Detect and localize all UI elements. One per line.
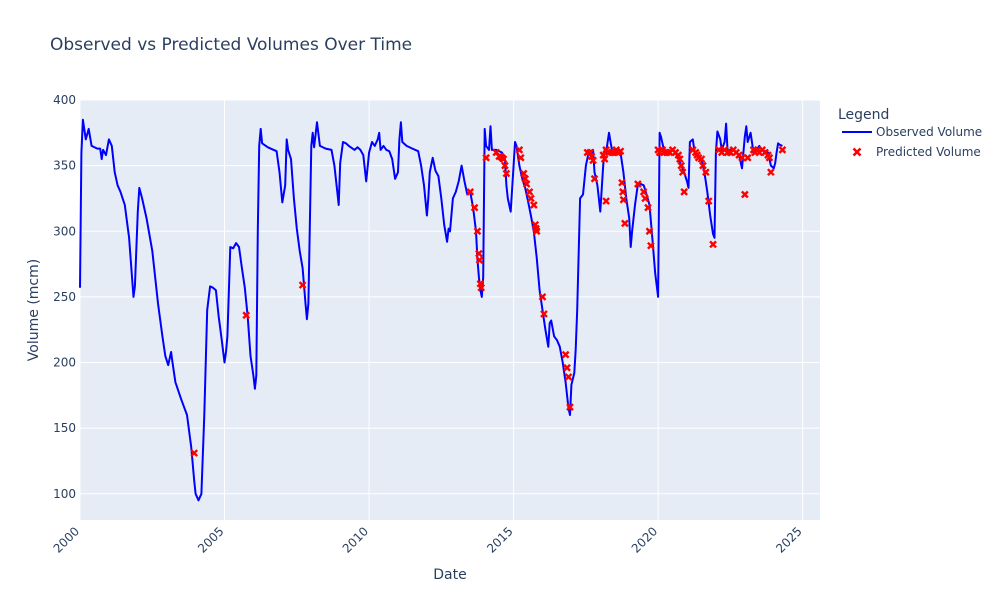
predicted-volume-point xyxy=(765,153,774,162)
y-axis-ticks: 100 150 200 250 300 350 400 xyxy=(53,93,76,501)
predicted-volume-point xyxy=(515,146,524,154)
y-tick-label: 150 xyxy=(53,421,76,435)
predicted-volume-point xyxy=(618,178,626,187)
predicted-volume-point xyxy=(482,153,490,162)
predicted-volume-point xyxy=(644,203,652,212)
predicted-volume-point xyxy=(634,180,642,188)
predicted-volume-point xyxy=(699,161,707,170)
legend-predicted-label[interactable]: Predicted Volume xyxy=(876,145,981,159)
x-axis-title: Date xyxy=(433,567,466,583)
chart-title: Observed vs Predicted Volumes Over Time xyxy=(50,35,412,55)
predicted-volume-point xyxy=(501,161,509,170)
predicted-volume-point xyxy=(616,147,625,156)
gridlines xyxy=(79,99,820,520)
predicted-volume-point xyxy=(190,449,199,457)
series-layer xyxy=(79,118,787,502)
predicted-volume-point xyxy=(499,155,508,163)
predicted-volume-point xyxy=(561,350,570,359)
predicted-volume-point xyxy=(516,153,525,162)
predicted-volume-point xyxy=(538,293,547,301)
x-tick-label: 2005 xyxy=(195,524,226,555)
predicted-volume-point xyxy=(677,161,686,170)
predicted-volume-point xyxy=(697,155,706,163)
predicted-volume-point xyxy=(527,194,535,203)
predicted-volume-point xyxy=(645,227,654,236)
predicted-volume-point xyxy=(600,155,609,163)
predicted-volume-point xyxy=(519,169,528,178)
y-tick-label: 400 xyxy=(53,93,76,107)
predicted-volume-point xyxy=(621,219,629,228)
x-axis-ticks: 2000 2005 2010 2015 2020 2025 xyxy=(51,524,805,555)
legend: Legend Observed Volume Predicted Volume xyxy=(838,107,982,159)
predicted-volume-point xyxy=(563,363,571,372)
predicted-volume-point xyxy=(704,197,713,205)
predicted-volume-point xyxy=(709,240,717,249)
predicted-volume-point xyxy=(529,201,538,209)
predicted-volume-point xyxy=(477,283,486,292)
legend-title: Legend xyxy=(838,107,889,123)
predicted-volume-point xyxy=(466,188,475,196)
x-tick-label: 2000 xyxy=(51,524,82,555)
predicted-volume-point xyxy=(589,156,597,165)
predicted-volume-point xyxy=(647,241,655,250)
predicted-volume-point xyxy=(701,168,710,177)
predicted-volume-point xyxy=(475,256,484,264)
predicted-volume-point xyxy=(242,311,251,320)
legend-predicted-marker xyxy=(852,147,862,157)
predicted-volume-point xyxy=(767,168,775,177)
y-tick-label: 100 xyxy=(53,487,76,501)
y-tick-label: 200 xyxy=(53,356,76,370)
x-tick-label: 2015 xyxy=(484,524,515,555)
legend-observed-label[interactable]: Observed Volume xyxy=(876,125,982,139)
predicted-volume-point xyxy=(602,197,610,205)
predicted-volume-point xyxy=(521,174,530,183)
predicted-volume-point xyxy=(619,188,627,196)
y-tick-label: 350 xyxy=(53,159,76,173)
predicted-volume-point xyxy=(778,146,787,154)
predicted-volume-point xyxy=(641,194,649,203)
predicted-volume-point xyxy=(522,180,531,188)
y-tick-label: 300 xyxy=(53,224,76,238)
x-tick-label: 2020 xyxy=(629,524,660,555)
predicted-volume-point xyxy=(619,195,628,204)
predicted-volume-point xyxy=(566,403,574,411)
y-axis-title: Volume (mcm) xyxy=(26,259,42,361)
predicted-volume-point xyxy=(525,188,534,196)
predicted-volume-point xyxy=(298,281,307,289)
predicted-volume-point xyxy=(540,310,548,318)
predicted-volume-point xyxy=(502,169,511,178)
predicted-volume-point xyxy=(590,174,599,183)
predicted-volume-point xyxy=(564,373,573,381)
predicted-volume-point xyxy=(675,155,684,163)
predicted-volume-point xyxy=(743,153,752,162)
predicted-volume-point xyxy=(740,190,749,199)
predicted-volume-point xyxy=(532,227,541,236)
predicted-volume-point xyxy=(470,203,479,212)
plot-area xyxy=(80,100,820,520)
predicted-volume-point xyxy=(680,188,688,196)
predicted-volume-point xyxy=(473,227,482,236)
x-tick-label: 2010 xyxy=(340,524,371,555)
predicted-volume-point xyxy=(475,249,483,258)
predicted-volume-point xyxy=(678,168,687,177)
predicted-volume-point xyxy=(639,188,648,196)
y-tick-label: 250 xyxy=(53,290,76,304)
x-tick-label: 2025 xyxy=(773,524,804,555)
predicted-volume-point xyxy=(738,153,746,162)
